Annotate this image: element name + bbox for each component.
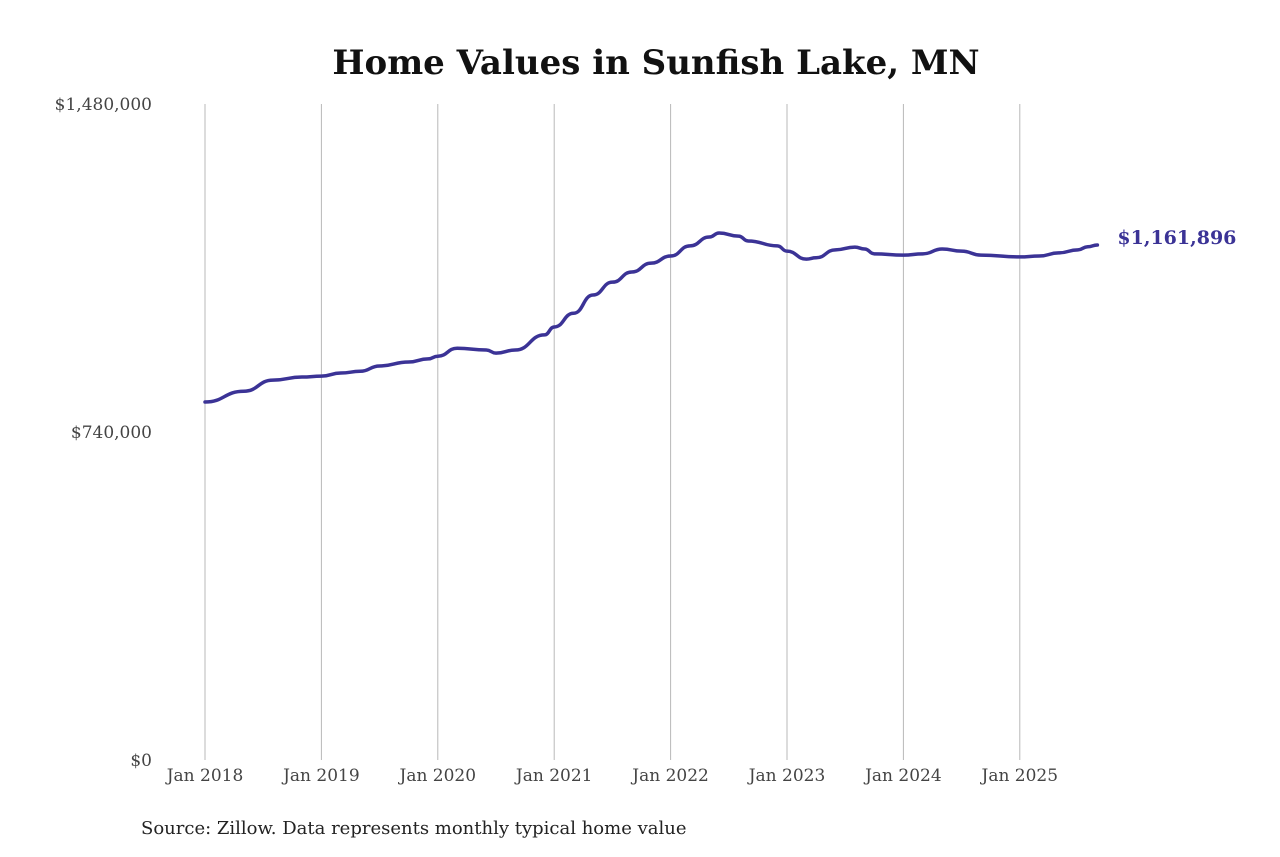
- series-line: [203, 231, 1100, 404]
- gridlines: [204, 104, 1021, 760]
- x-tick-label: Jan 2018: [165, 766, 244, 786]
- x-axis: Jan 2018 Jan 2019 Jan 2020 Jan 2021 Jan 2022…: [165, 766, 1058, 786]
- x-tick-label: Jan 2019: [281, 766, 360, 786]
- chart-title: Home Values in Sunfish Lake, MN: [332, 43, 979, 83]
- x-tick-label: Jan 2023: [747, 766, 826, 786]
- x-tick-label: Jan 2021: [514, 766, 593, 786]
- y-tick-label: $740,000: [71, 423, 152, 443]
- end-value-label: $1,161,896: [1117, 227, 1236, 249]
- x-tick-label: Jan 2020: [398, 766, 477, 786]
- x-tick-label: Jan 2025: [980, 766, 1059, 786]
- y-axis: $0 $740,000 $1,480,000: [55, 95, 152, 771]
- source-note: Source: Zillow. Data represents monthly …: [141, 818, 687, 839]
- x-tick-label: Jan 2024: [863, 766, 942, 786]
- y-tick-label: $1,480,000: [55, 95, 152, 115]
- x-tick-label: Jan 2022: [630, 766, 709, 786]
- y-tick-label: $0: [130, 751, 152, 771]
